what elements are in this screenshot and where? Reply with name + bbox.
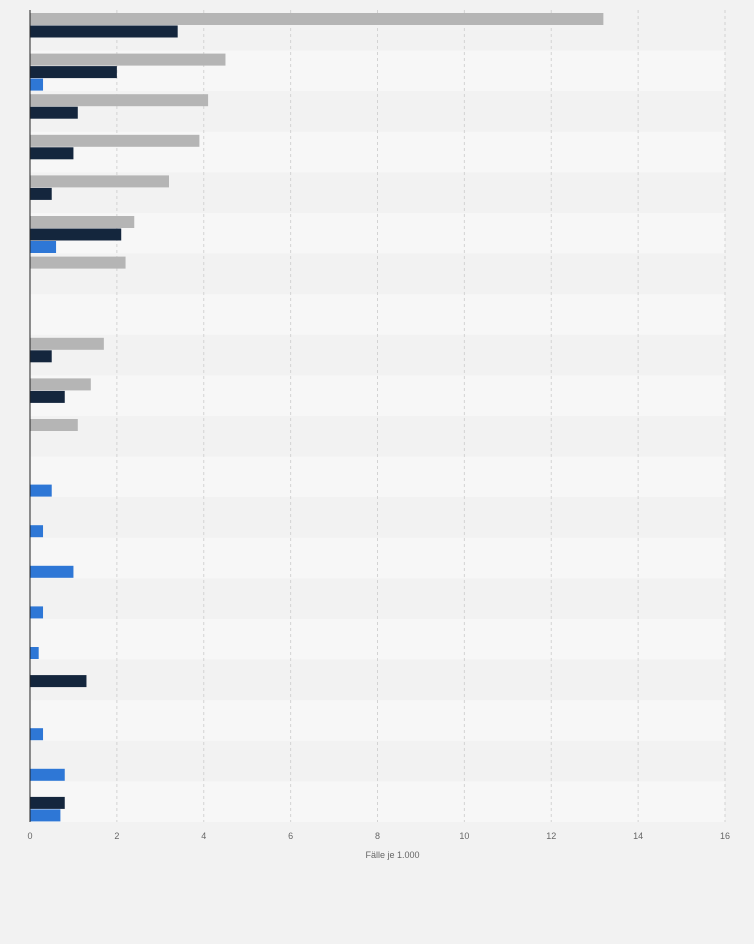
bar <box>30 256 126 269</box>
bar <box>30 134 200 147</box>
x-axis-title: Fälle je 1.000 <box>365 850 419 860</box>
x-tick-label: 16 <box>720 831 730 841</box>
bar <box>30 187 52 200</box>
bar <box>30 350 52 363</box>
bar <box>30 768 65 781</box>
bar <box>30 147 74 160</box>
bar <box>30 647 39 659</box>
bar <box>30 106 78 119</box>
x-tick-label: 8 <box>375 831 380 841</box>
x-tick-label: 0 <box>27 831 32 841</box>
bar <box>30 606 44 619</box>
x-tick-label: 2 <box>114 831 119 841</box>
bar <box>30 419 78 431</box>
bar <box>30 565 74 578</box>
bar <box>30 216 135 228</box>
bar <box>30 66 117 79</box>
bar <box>30 796 65 809</box>
bar <box>30 25 178 38</box>
bar <box>30 337 104 350</box>
bar <box>30 175 169 188</box>
bar <box>30 809 61 822</box>
x-tick-label: 6 <box>288 831 293 841</box>
x-tick-label: 12 <box>546 831 556 841</box>
bar <box>30 78 44 91</box>
bar <box>30 378 91 391</box>
bar <box>30 228 122 241</box>
x-tick-label: 10 <box>459 831 469 841</box>
bar <box>30 675 87 688</box>
bar <box>30 241 57 253</box>
bar <box>30 53 226 66</box>
x-tick-label: 4 <box>201 831 206 841</box>
bar <box>30 94 209 107</box>
x-tick-label: 14 <box>633 831 643 841</box>
bar <box>30 728 44 741</box>
bar <box>30 525 44 538</box>
bar <box>30 13 604 25</box>
bar <box>30 484 52 497</box>
bar <box>30 390 65 403</box>
